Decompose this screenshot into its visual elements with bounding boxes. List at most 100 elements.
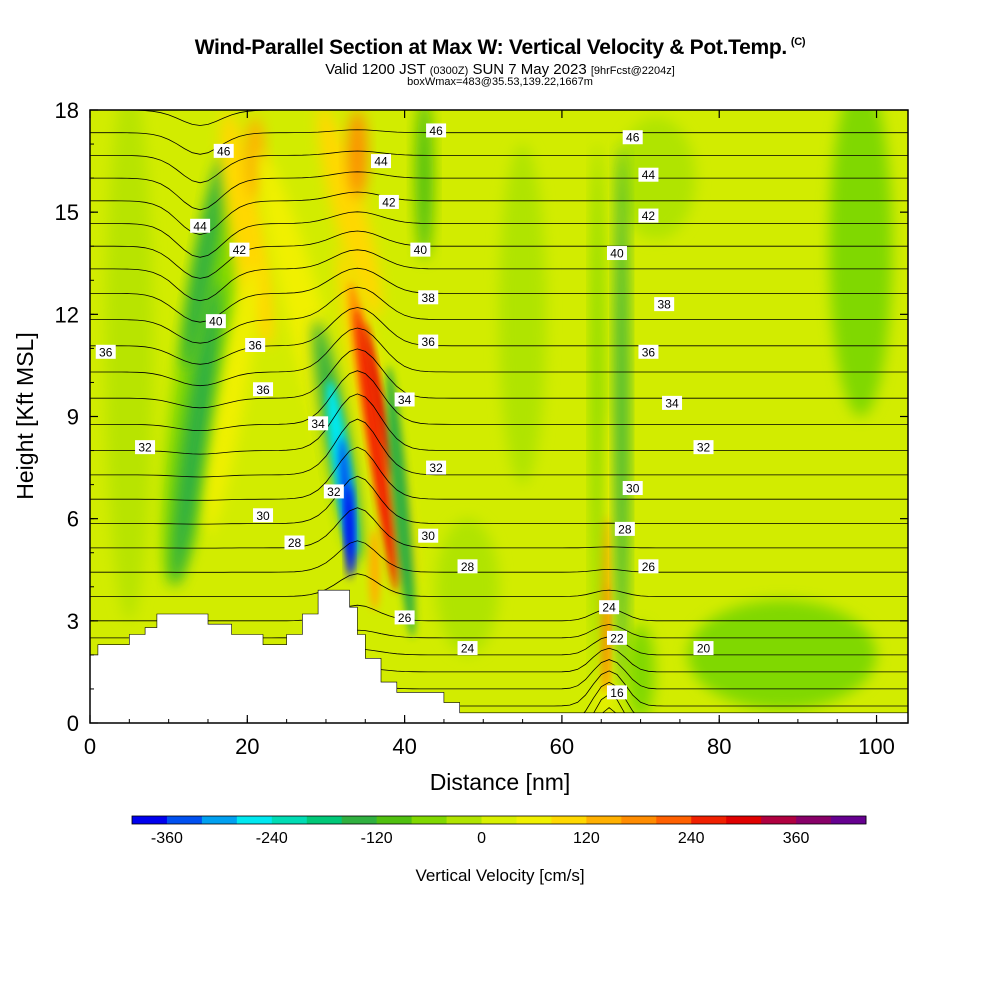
contour-label-text: 44 bbox=[193, 219, 207, 233]
contour-label-16: 36 bbox=[253, 382, 274, 397]
contour-label-15: 36 bbox=[245, 337, 266, 352]
contour-label-bg bbox=[638, 208, 659, 223]
contour-label-bg bbox=[135, 440, 156, 455]
contour-label-33: 26 bbox=[638, 559, 659, 574]
velocity-band-30 bbox=[591, 144, 603, 689]
contour-label-5: 44 bbox=[638, 167, 659, 182]
contour-label-text: 20 bbox=[697, 642, 711, 656]
colorbar-frame bbox=[131, 815, 867, 825]
y-tick-label: 3 bbox=[67, 609, 79, 634]
contour-label-bg bbox=[371, 154, 392, 169]
theta-contour-48 bbox=[90, 64, 908, 71]
contour-label-28: 30 bbox=[622, 481, 643, 496]
contour-label-bg bbox=[457, 641, 478, 656]
x-tick-label: 40 bbox=[392, 734, 416, 759]
colorbar-swatch bbox=[481, 816, 517, 824]
contour-label-35: 24 bbox=[599, 600, 620, 615]
colorbar-tick-label: 240 bbox=[678, 830, 705, 847]
velocity-band-18 bbox=[346, 484, 354, 580]
colorbar-swatch bbox=[236, 816, 273, 824]
colorbar-swatch bbox=[132, 816, 168, 824]
colorbar-swatch bbox=[446, 816, 483, 824]
colorbar-swatch bbox=[621, 816, 657, 824]
contour-label-37: 20 bbox=[693, 641, 714, 656]
subtitle-date: SUN 7 May 2023 bbox=[472, 61, 587, 78]
contour-label-9: 40 bbox=[205, 314, 226, 329]
contour-label-11: 40 bbox=[606, 246, 627, 261]
contour-label-14: 36 bbox=[95, 344, 116, 359]
contour-label-bg bbox=[253, 508, 274, 523]
colorbar-swatch bbox=[796, 816, 832, 824]
contour-label-text: 32 bbox=[697, 441, 711, 455]
theta-contour-46 bbox=[90, 110, 908, 126]
theta-contour-41 bbox=[90, 211, 908, 258]
contour-label-19: 34 bbox=[308, 416, 329, 431]
contour-label-6: 42 bbox=[229, 242, 250, 257]
theta-contour-38 bbox=[90, 267, 908, 323]
contour-label-text: 40 bbox=[610, 247, 624, 261]
contour-label-17: 36 bbox=[418, 334, 439, 349]
theta-contour-45 bbox=[90, 129, 908, 155]
contour-label-bg bbox=[323, 484, 344, 499]
contour-label-bg bbox=[457, 559, 478, 574]
contour-label-1: 46 bbox=[426, 123, 447, 138]
velocity-band-21 bbox=[355, 308, 398, 593]
contour-label-bg bbox=[205, 314, 226, 329]
colorbar-swatch bbox=[516, 816, 552, 824]
contour-label-bg bbox=[662, 395, 683, 410]
contour-label-25: 32 bbox=[693, 440, 714, 455]
contour-label-7: 42 bbox=[378, 194, 399, 209]
colorbar-swatch bbox=[306, 816, 343, 824]
theta-contour-25 bbox=[90, 604, 908, 622]
contour-label-32: 26 bbox=[394, 610, 415, 625]
colorbar-tick-label: -360 bbox=[151, 830, 183, 847]
contour-label-text: 32 bbox=[138, 441, 152, 455]
theta-contour-39 bbox=[90, 249, 908, 302]
y-axis-label: Height [Kft MSL] bbox=[12, 332, 38, 499]
colorbar: -360 -240 -120 0 120 240 360 bbox=[131, 815, 867, 847]
colorbar-tick-label: 0 bbox=[477, 830, 486, 847]
theta-contour-37 bbox=[90, 286, 908, 344]
velocity-band-7 bbox=[171, 281, 221, 586]
contour-label-10: 40 bbox=[410, 242, 431, 257]
contour-label-bg bbox=[638, 344, 659, 359]
contour-label-text: 24 bbox=[602, 601, 616, 615]
contour-label-text: 24 bbox=[461, 642, 475, 656]
y-tick-label: 18 bbox=[55, 98, 79, 123]
contour-label-text: 34 bbox=[665, 396, 679, 410]
velocity-band-2 bbox=[829, 110, 893, 417]
contour-label-text: 36 bbox=[248, 338, 262, 352]
contour-label-text: 42 bbox=[233, 243, 247, 257]
contour-label-38: 16 bbox=[606, 685, 627, 700]
theta-contour-28 bbox=[90, 507, 908, 549]
x-axis: 0 20 40 60 80 100 bbox=[84, 110, 895, 759]
contour-label-text: 42 bbox=[642, 209, 656, 223]
contour-label-bg bbox=[606, 685, 627, 700]
contour-label-text: 28 bbox=[618, 522, 632, 536]
colorbar-swatch bbox=[586, 816, 622, 824]
velocity-band-9 bbox=[220, 111, 275, 347]
contour-label-20: 34 bbox=[394, 392, 415, 407]
y-tick-label: 9 bbox=[67, 405, 79, 430]
contour-label-text: 44 bbox=[374, 155, 388, 169]
theta-contour-33 bbox=[90, 370, 908, 432]
subtitle-valid-time: Valid 1200 JST bbox=[325, 61, 426, 78]
y-tick-label: 6 bbox=[67, 507, 79, 532]
theta-contour-32 bbox=[90, 393, 908, 455]
contour-label-22: 32 bbox=[135, 440, 156, 455]
contour-label-bg bbox=[253, 382, 274, 397]
colorbar-swatch bbox=[201, 816, 238, 824]
contour-label-text: 22 bbox=[610, 631, 624, 645]
contour-label-bg bbox=[693, 641, 714, 656]
velocity-band-3 bbox=[498, 144, 547, 485]
contour-label-bg bbox=[418, 334, 439, 349]
velocity-band-25 bbox=[415, 110, 433, 260]
contour-label-4: 44 bbox=[371, 154, 392, 169]
theta-contour-44 bbox=[90, 150, 908, 184]
contour-label-12: 38 bbox=[418, 290, 439, 305]
theta-contour-43 bbox=[90, 171, 908, 211]
theta-contour-36 bbox=[90, 307, 908, 365]
contour-label-13: 38 bbox=[654, 297, 675, 312]
title-text: Wind-Parallel Section at Max W: Vertical… bbox=[194, 36, 788, 59]
contour-label-bg bbox=[599, 600, 620, 615]
